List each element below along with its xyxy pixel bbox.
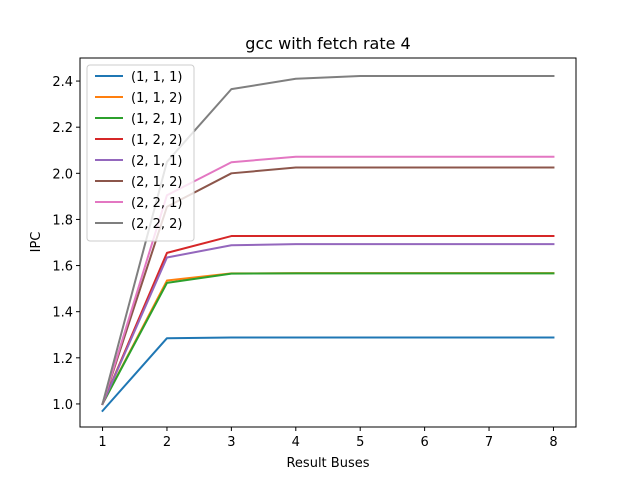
legend-label: (2, 2, 2) [131,217,183,232]
legend-label: (1, 1, 1) [131,70,183,85]
y-axis-label: IPC [29,232,44,253]
x-tick-label: 4 [292,435,300,450]
y-tick-label: 1.6 [52,260,73,275]
y-tick-label: 2.2 [52,121,73,136]
x-tick-label: 3 [227,435,235,450]
x-tick-label: 8 [549,435,557,450]
x-tick-label: 5 [356,435,364,450]
x-axis-label: Result Buses [286,456,369,471]
x-tick-label: 6 [420,435,428,450]
legend-label: (2, 1, 2) [131,175,183,190]
legend-box [86,64,195,242]
y-tick-label: 2.0 [52,167,73,182]
series-line-4 [101,235,555,406]
legend-label: (1, 2, 1) [131,112,183,127]
legend-label: (1, 2, 2) [131,133,183,148]
y-tick-label: 2.4 [52,75,73,90]
legend: (1, 1, 1) (1, 1, 2) (1, 2, 1) (1, 2, 2) (2, … [86,64,195,242]
y-tick-label: 1.8 [52,213,73,228]
legend-label: (2, 1, 1) [131,154,183,169]
axes-layer: 1 2 3 4 5 6 7 8 1.0 1.2 1.4 1.6 1.8 2.0 2.2 2.4 [52,57,577,450]
series-line-5 [101,243,555,406]
series-line-1 [101,336,555,413]
x-tick-label: 2 [163,435,171,450]
y-tick-label: 1.2 [52,352,73,367]
x-tick-label: 1 [98,435,106,450]
plot-frame [79,57,577,428]
y-tick-label: 1.4 [52,306,73,321]
series-line-3 [101,272,555,406]
y-tick-label: 1.0 [52,398,73,413]
legend-label: (2, 2, 1) [131,196,183,211]
x-tick-label: 7 [485,435,493,450]
legend-label: (1, 1, 2) [131,91,183,106]
chart-title: gcc with fetch rate 4 [245,34,410,53]
